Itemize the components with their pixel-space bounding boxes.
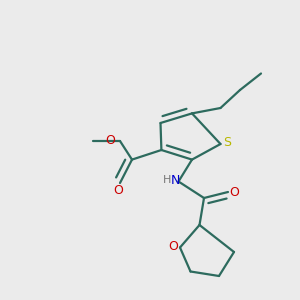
Text: H: H <box>163 175 171 185</box>
Text: S: S <box>223 136 231 149</box>
Text: O: O <box>169 239 178 253</box>
Text: O: O <box>106 134 115 148</box>
Text: O: O <box>114 184 123 197</box>
Text: O: O <box>230 185 239 199</box>
Text: N: N <box>171 173 180 187</box>
